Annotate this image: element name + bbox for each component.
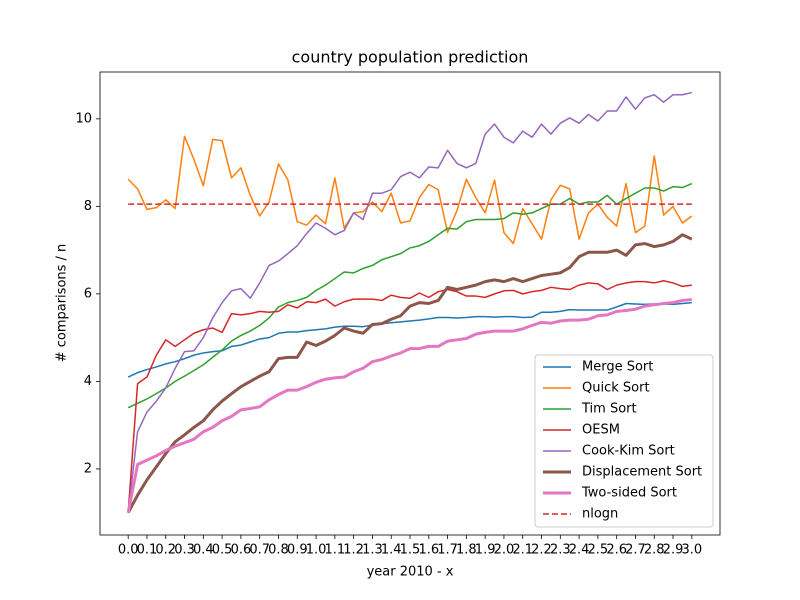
- legend-label: Tim Sort: [581, 402, 637, 417]
- series-line: [126, 298, 692, 513]
- x-tick-label: 0.1: [137, 543, 158, 558]
- y-tick-label: 6: [84, 286, 92, 301]
- legend-label: OESM: [582, 423, 620, 438]
- x-tick-label: 2.1: [512, 543, 533, 558]
- x-tick-label: 0.5: [212, 543, 233, 558]
- chart-title: country population prediction: [292, 48, 529, 67]
- x-axis-label: year 2010 - x: [367, 565, 454, 580]
- x-tick-label: 1.8: [456, 543, 477, 558]
- legend-label: Two-sided Sort: [581, 486, 677, 501]
- x-tick-label: 0.2: [155, 543, 176, 558]
- x-tick-label: 2.4: [569, 543, 590, 558]
- legend-label: Displacement Sort: [582, 465, 702, 480]
- y-tick-label: 4: [84, 374, 92, 389]
- x-tick-label: 0.9: [287, 543, 308, 558]
- x-tick-label: 1.7: [437, 543, 458, 558]
- x-tick-label: 1.6: [418, 543, 439, 558]
- x-tick-label: 1.5: [400, 543, 421, 558]
- x-tick-label: 2.5: [588, 543, 609, 558]
- y-tick-label: 8: [84, 199, 92, 214]
- x-tick-label: 0.8: [268, 543, 289, 558]
- x-tick-label: 2.2: [531, 543, 552, 558]
- x-tick-label: 1.9: [475, 543, 496, 558]
- x-tick-label: 0.0: [118, 543, 139, 558]
- x-tick-label: 0.3: [174, 543, 195, 558]
- x-tick-label: 1.1: [325, 543, 346, 558]
- x-tick-label: 2.9: [663, 543, 684, 558]
- series-line: [127, 91, 692, 513]
- x-tick-label: 2.0: [494, 543, 515, 558]
- x-tick-label: 1.3: [362, 543, 383, 558]
- x-tick-label: 2.6: [606, 543, 627, 558]
- x-tick-label: 0.7: [249, 543, 270, 558]
- x-tick-label: 2.3: [550, 543, 571, 558]
- x-tick-label: 1.0: [306, 543, 327, 558]
- x-tick-label: 0.6: [231, 543, 252, 558]
- legend-label: Merge Sort: [582, 360, 653, 375]
- series-line: [126, 233, 693, 514]
- plot-frame: [99, 71, 721, 536]
- x-tick-label: 3.0: [681, 543, 702, 558]
- legend-box: [534, 354, 714, 528]
- legend-label: Quick Sort: [582, 381, 650, 396]
- x-tick-label: 2.7: [625, 543, 646, 558]
- series-line: [127, 279, 692, 513]
- x-tick-label: 0.4: [193, 543, 214, 558]
- legend-label: Cook-Kim Sort: [582, 444, 675, 459]
- x-tick-label: 1.2: [343, 543, 364, 558]
- x-tick-label: 1.4: [381, 543, 402, 558]
- y-tick-label: 10: [75, 111, 92, 126]
- y-tick-label: 2: [84, 461, 92, 476]
- y-axis-label: # comparisons / n: [55, 244, 70, 363]
- x-tick-label: 2.8: [644, 543, 665, 558]
- series-line: [127, 182, 693, 409]
- legend-label: nlogn: [582, 507, 618, 522]
